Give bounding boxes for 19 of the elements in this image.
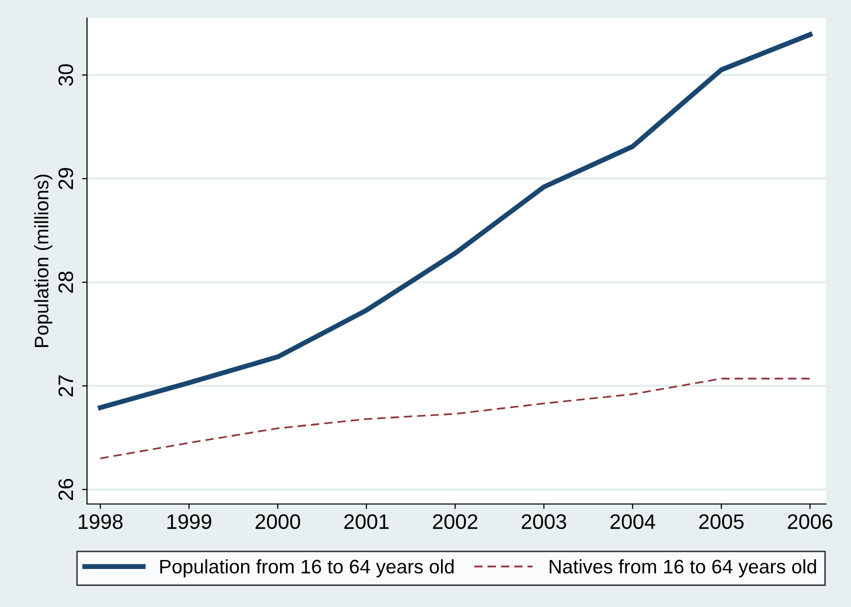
x-tick-label: 2002 — [433, 514, 478, 530]
x-tick-label: 2005 — [699, 514, 744, 530]
x-tick-label: 2004 — [610, 514, 656, 530]
line-series — [98, 32, 812, 410]
line-series — [99, 378, 811, 460]
x-tick-label: 2006 — [788, 514, 832, 530]
y-tick-label: 29 — [58, 168, 74, 190]
legend-label: Population from 16 to 64 years old — [160, 559, 454, 578]
x-tick-label: 2003 — [522, 514, 566, 530]
x-tick-label: 2000 — [256, 514, 300, 530]
y-tick-label: 28 — [58, 272, 74, 293]
x-tick-label: 2001 — [344, 514, 389, 530]
legend-label: Natives from 16 to 64 years old — [550, 559, 816, 578]
y-tick-label: 27 — [58, 375, 73, 396]
y-tick-label: 30 — [58, 64, 74, 86]
y-tick-label: 26 — [58, 478, 74, 500]
x-tick-label: 1999 — [167, 514, 212, 530]
y-axis-title: Population (millions) — [34, 174, 52, 347]
x-tick-label: 1998 — [78, 514, 123, 530]
